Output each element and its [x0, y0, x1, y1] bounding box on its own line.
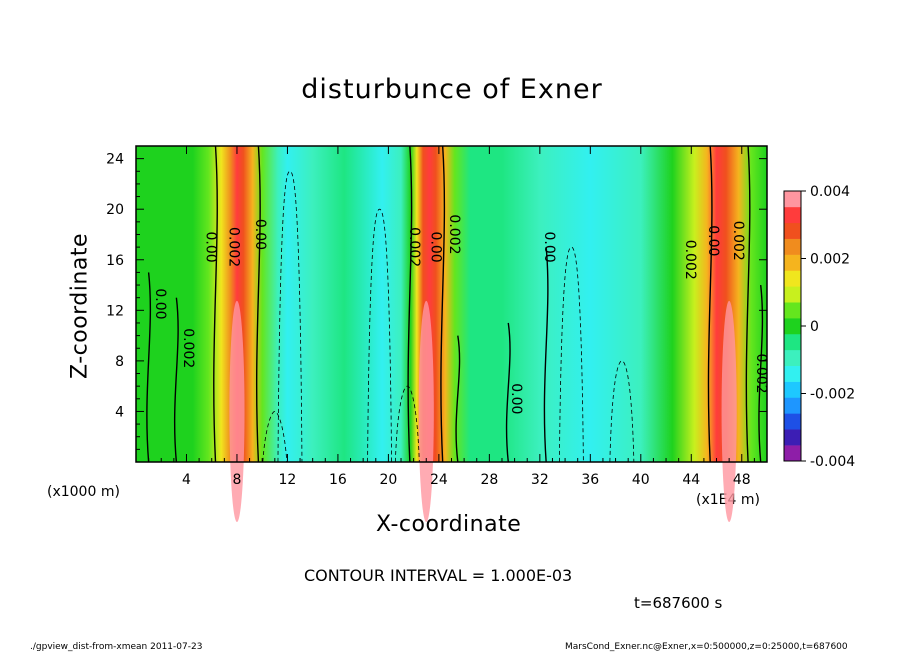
- contour-line: [173, 297, 179, 463]
- colorbar-segment: [784, 206, 801, 224]
- x-unit-left: (x1000 m): [47, 484, 120, 500]
- contour-line: [455, 335, 461, 463]
- contour-line: [440, 145, 446, 463]
- contour-label: 0.002: [225, 227, 241, 267]
- colorbar-segment: [784, 413, 801, 430]
- colorbar-segment: [784, 381, 801, 398]
- contour-label: 0.00: [152, 288, 168, 319]
- plot-area: 0.00 0.002 0.00 0.002 0.00 0.002 0.00 0.002 0.00…: [106, 145, 769, 523]
- contour-label: 0.00: [508, 383, 524, 414]
- y-tick-label: 16: [106, 253, 124, 269]
- contour-line: [213, 145, 218, 463]
- contour-label: 0.00: [252, 219, 268, 250]
- colorbar-segment: [784, 365, 801, 382]
- x-axis-label: X-coordinate: [376, 512, 522, 537]
- colorbar-segment: [784, 445, 801, 462]
- contour-label: 0.002: [730, 221, 746, 261]
- colorbar-label: -0.002: [810, 387, 855, 403]
- y-tick-label: 12: [106, 303, 124, 319]
- negative-contour-line: [558, 246, 584, 463]
- colorbar-segment: [784, 191, 801, 208]
- colorbar: 0.004 0.002 0 -0.002 -0.004: [783, 184, 855, 470]
- colorbar-segment: [784, 349, 801, 367]
- contour-line: [707, 145, 713, 463]
- y-tick-label: 4: [115, 404, 124, 420]
- negative-contour-line: [394, 385, 420, 463]
- colorbar-segment: [784, 318, 801, 335]
- x-tick-label: 12: [279, 472, 297, 488]
- colorbar-segment: [784, 286, 801, 303]
- negative-contour-line: [262, 411, 288, 463]
- colorbar-label: 0.002: [810, 252, 850, 268]
- x-tick-label: 4: [182, 472, 191, 488]
- colorbar-segment: [784, 302, 801, 319]
- x-tick-label: 44: [682, 472, 700, 488]
- x-tick-label: 20: [379, 472, 397, 488]
- chart-title: disturbunce of Exner: [301, 74, 603, 105]
- colorbar-segment: [784, 429, 801, 446]
- colorbar-segment: [784, 270, 801, 287]
- x-tick-label: 32: [531, 472, 549, 488]
- positive-core: [229, 300, 245, 523]
- colorbar-segment: [784, 222, 801, 239]
- x-tick-label: 28: [480, 472, 498, 488]
- colorbar-segment: [784, 238, 801, 255]
- contour-label: 0.00: [203, 232, 219, 263]
- contour-label: 0.002: [753, 353, 769, 393]
- contour-line: [407, 145, 413, 463]
- contour-label: 0.00: [705, 225, 721, 256]
- positive-core: [721, 300, 737, 523]
- footer-right: MarsCond_Exner.nc@Exner,x=0:500000,z=0:2…: [565, 642, 848, 652]
- colorbar-segment: [784, 254, 801, 271]
- contour-label: 0.002: [446, 214, 462, 254]
- x-tick-label: 36: [581, 472, 599, 488]
- contour-interval: CONTOUR INTERVAL = 1.000E-03: [304, 566, 573, 585]
- contour-label: 0.00: [541, 232, 557, 263]
- contour-line: [745, 145, 751, 463]
- x-tick-label: 40: [632, 472, 650, 488]
- positive-core: [418, 300, 434, 523]
- colorbar-label: 0: [810, 319, 819, 335]
- y-tick-label: 8: [115, 354, 124, 370]
- contour-label: 0.002: [682, 240, 698, 280]
- contour-label: 0.002: [406, 227, 422, 267]
- contour-line: [505, 322, 511, 463]
- colorbar-segment: [784, 333, 801, 351]
- contour-line: [255, 145, 261, 463]
- x-tick-label: 24: [430, 472, 448, 488]
- negative-contour-line: [367, 208, 392, 463]
- x-tick-label: 8: [232, 472, 241, 488]
- colorbar-segment: [784, 397, 801, 414]
- y-tick-label: 24: [106, 152, 124, 168]
- negative-contour-line: [609, 360, 635, 463]
- contour-line: [146, 272, 152, 463]
- contour-label: 0.002: [180, 328, 196, 368]
- y-tick-label: 20: [106, 202, 124, 218]
- footer-left: ./gpview_dist-from-xmean 2011-07-23: [30, 642, 203, 652]
- x-tick-label: 48: [733, 472, 751, 488]
- x-tick-label: 16: [329, 472, 347, 488]
- colorbar-label: -0.004: [810, 454, 855, 470]
- colorbar-label: 0.004: [810, 184, 850, 200]
- contour-line: [543, 247, 549, 463]
- contour-label: 0.00: [427, 232, 443, 263]
- time-label: t=687600 s: [634, 594, 723, 612]
- contour-line: [758, 284, 764, 463]
